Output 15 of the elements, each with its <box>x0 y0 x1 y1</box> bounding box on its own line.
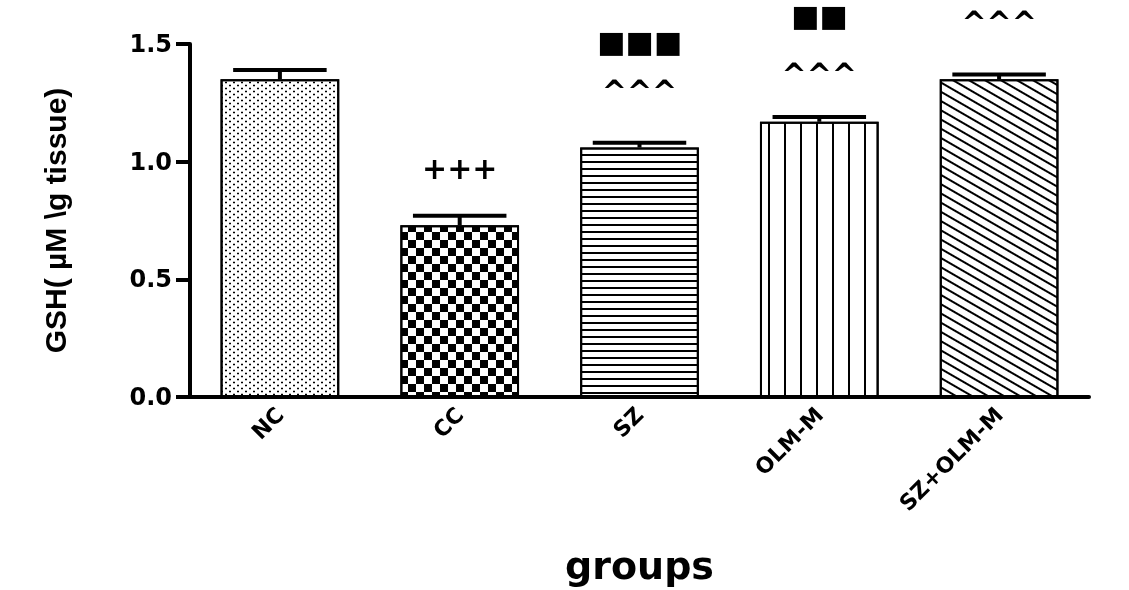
x-tick-label: NC <box>246 402 289 445</box>
y-axis-title: GSH( µM \g tissue) <box>38 87 72 354</box>
annotation: +++ <box>421 151 498 187</box>
y-tick-label: 0.5 <box>129 265 172 294</box>
annotation: ^^^ <box>601 73 678 109</box>
x-axis-title: groups <box>565 544 714 588</box>
y-tick-label: 1.5 <box>129 30 172 58</box>
annotation: ■■■ <box>596 24 683 60</box>
text: ^^^ <box>961 5 1037 41</box>
x-tick-label: SZ <box>608 402 649 443</box>
annotation: ^^^ <box>781 57 858 93</box>
text: ■■ <box>790 0 848 34</box>
x-tick-label: CC <box>428 402 469 443</box>
y-tick-label: 0.0 <box>129 383 172 411</box>
y-tick-label: 1.0 <box>129 147 172 176</box>
